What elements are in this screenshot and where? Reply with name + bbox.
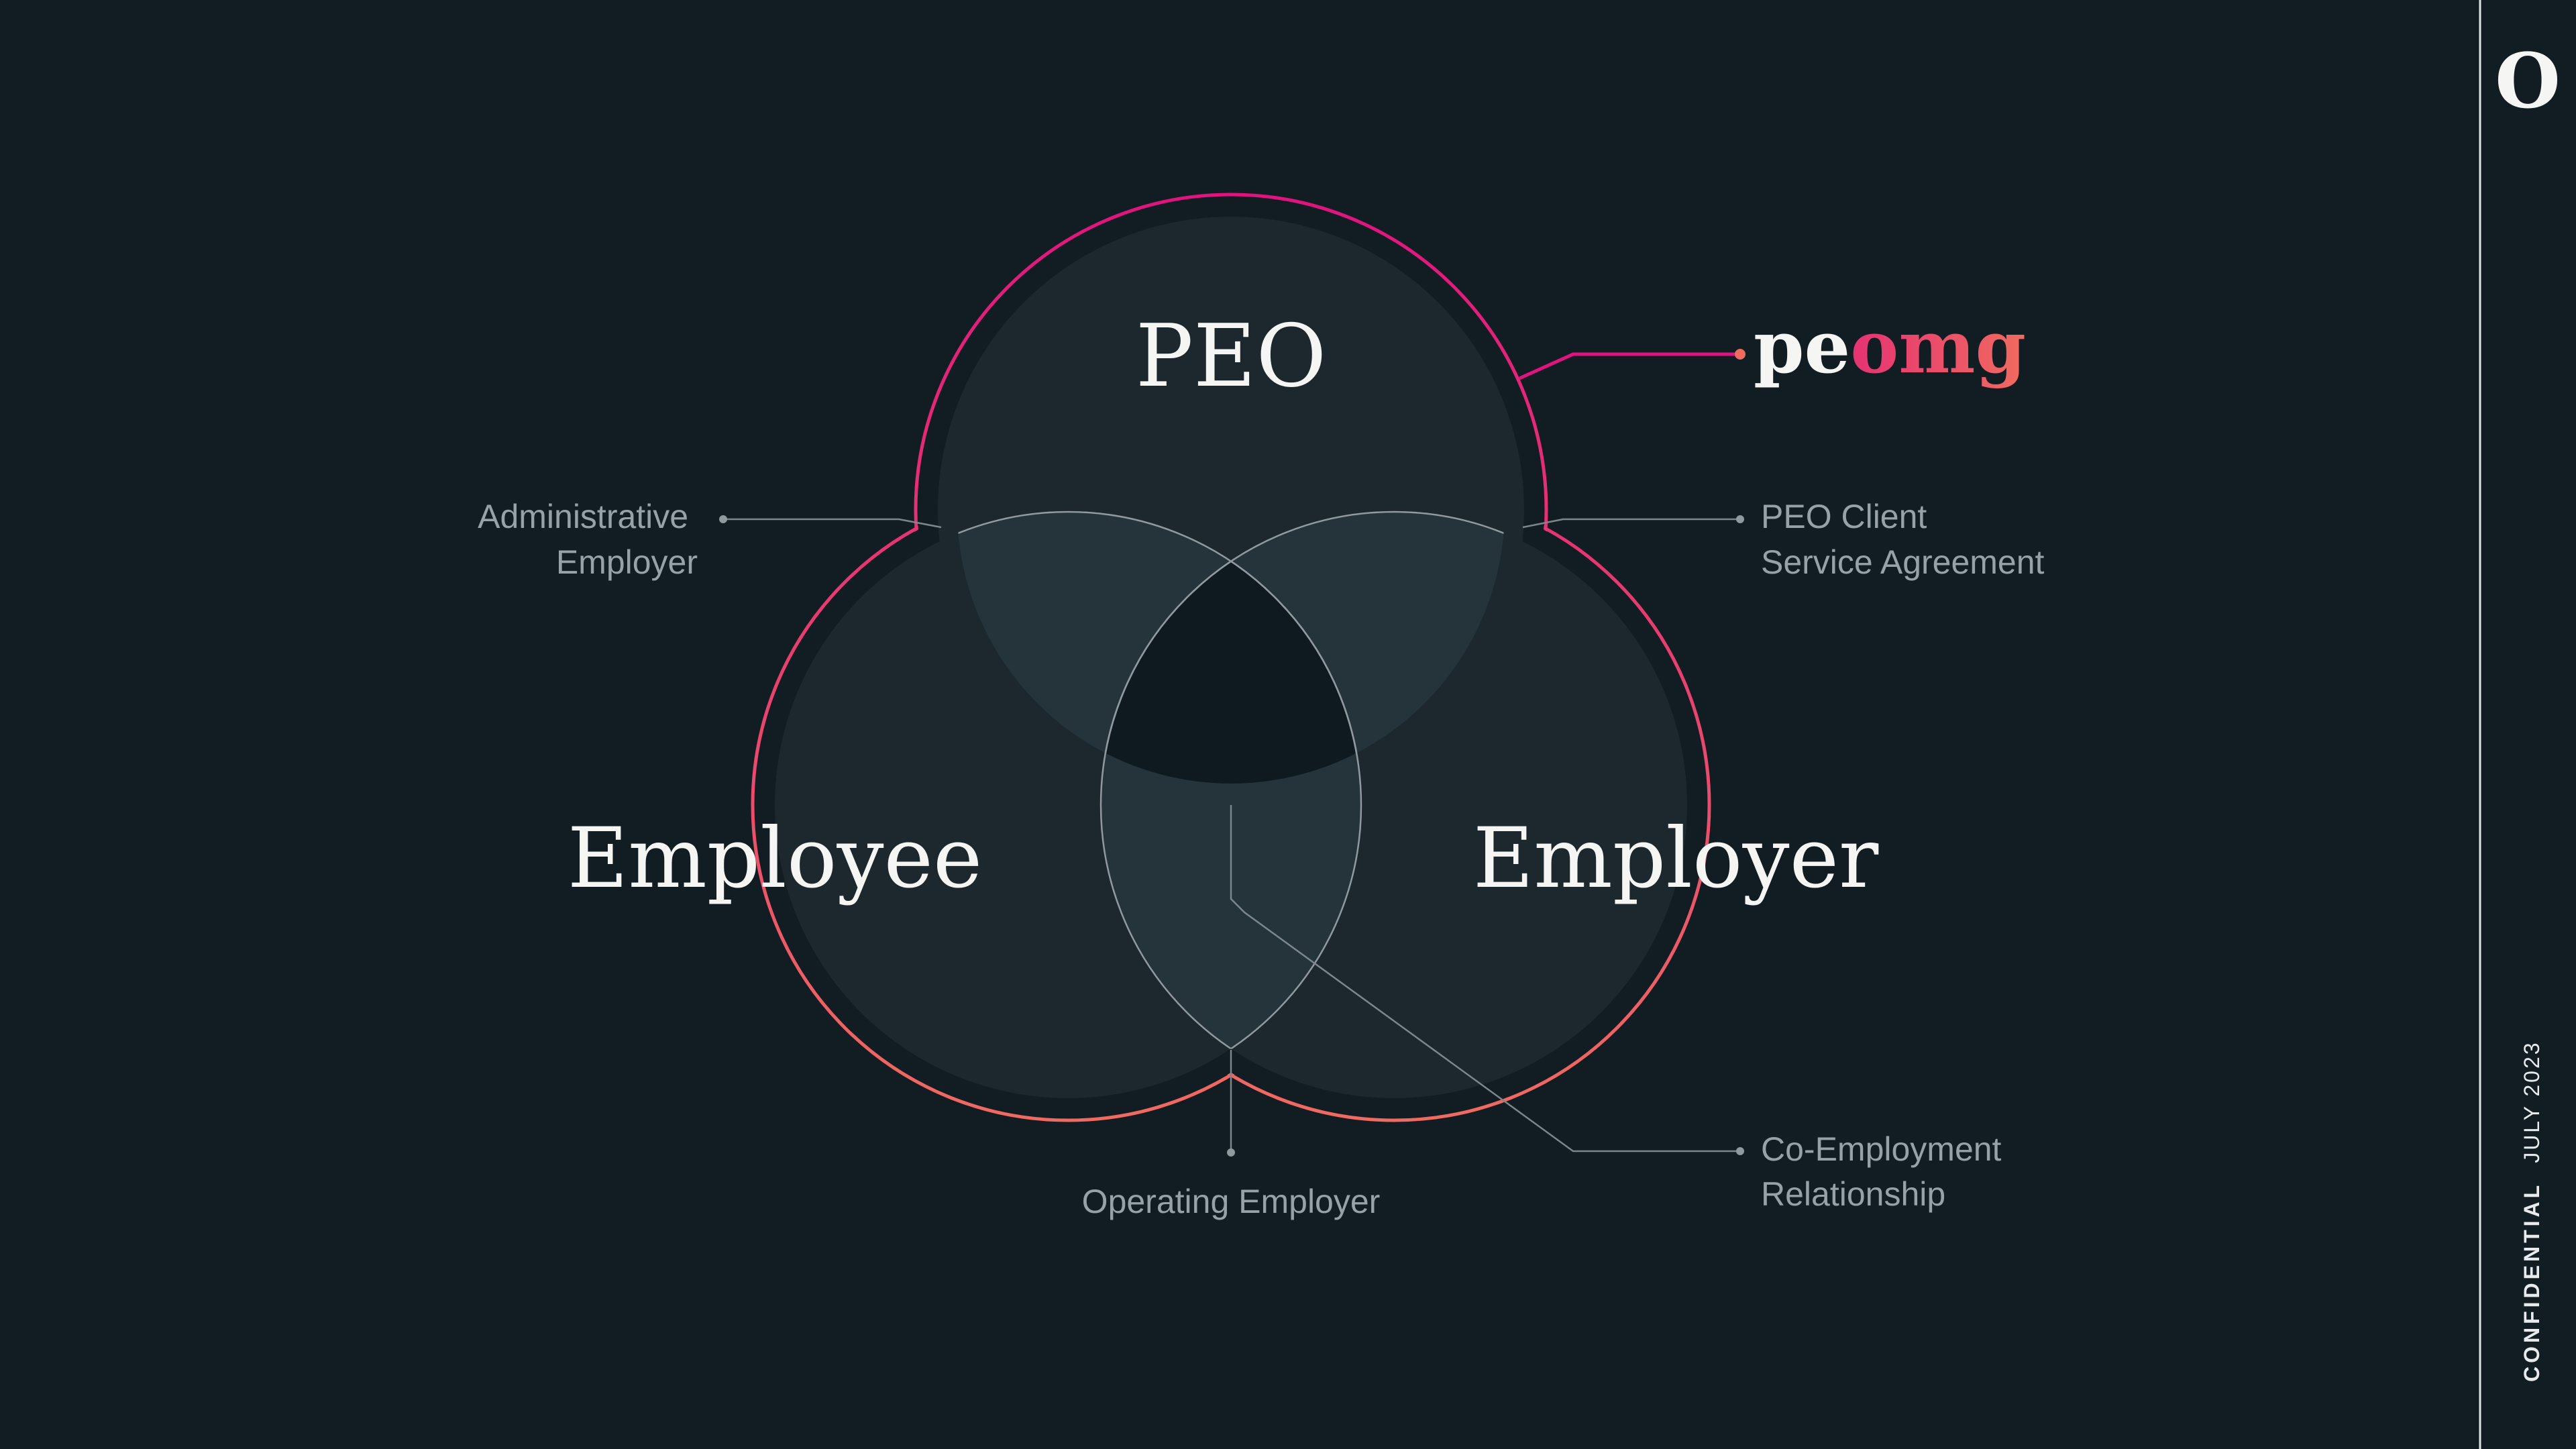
date-label: JULY 2023 [2520,1040,2544,1163]
confidential-label: CONFIDENTIAL [2520,1182,2544,1382]
sidebar-footer: CONFIDENTIAL JULY 2023 [2520,1040,2544,1382]
overlap-center [1101,512,1361,784]
callout-dots [719,515,1744,1157]
brand-leader [1518,349,1746,380]
operating-employer-callout: Operating Employer [1082,1183,1381,1220]
employer-label: Employer [1473,810,1879,907]
co-employment-leader [1230,805,1740,1152]
peomg-logo: peomg [1754,305,2026,390]
sidebar-logo-icon: O [2495,38,2561,125]
admin-employer-callout: Administrative Employer [478,498,698,581]
peo-label: PEO [1136,307,1327,407]
client-agreement-callout: PEO Client Service Agreement [1761,498,2045,581]
client-agreement-leader [1522,518,1740,529]
employee-label: Employee [568,810,983,907]
callout-lines [723,518,1740,1152]
co-employment-callout: Co-Employment Relationship [1761,1130,2010,1213]
admin-employer-leader [723,518,942,529]
inner-lines [957,511,1505,1098]
